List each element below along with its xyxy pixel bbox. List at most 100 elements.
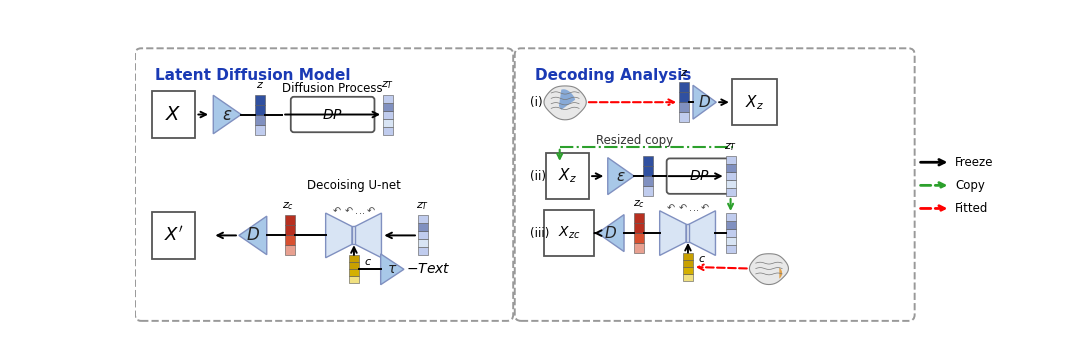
FancyBboxPatch shape bbox=[349, 276, 359, 283]
Polygon shape bbox=[326, 213, 352, 258]
Text: Copy: Copy bbox=[955, 179, 985, 192]
FancyBboxPatch shape bbox=[383, 95, 393, 103]
FancyBboxPatch shape bbox=[349, 269, 359, 276]
FancyBboxPatch shape bbox=[152, 91, 195, 138]
FancyBboxPatch shape bbox=[679, 112, 689, 122]
Text: $z_c$: $z_c$ bbox=[633, 198, 645, 210]
FancyBboxPatch shape bbox=[726, 156, 735, 164]
Text: $X_{zc}$: $X_{zc}$ bbox=[557, 225, 580, 241]
Text: $c$: $c$ bbox=[364, 257, 373, 266]
Text: Diffusion Process: Diffusion Process bbox=[282, 82, 383, 95]
FancyBboxPatch shape bbox=[349, 262, 359, 269]
Polygon shape bbox=[559, 89, 576, 110]
FancyBboxPatch shape bbox=[634, 213, 644, 223]
Text: $z$: $z$ bbox=[256, 80, 265, 90]
Text: $X'$: $X'$ bbox=[164, 226, 184, 245]
FancyBboxPatch shape bbox=[255, 104, 266, 115]
Text: $D$: $D$ bbox=[605, 225, 618, 241]
FancyBboxPatch shape bbox=[291, 97, 375, 132]
FancyBboxPatch shape bbox=[285, 245, 296, 256]
Text: $z_c$: $z_c$ bbox=[282, 200, 294, 212]
FancyBboxPatch shape bbox=[418, 215, 428, 223]
Text: $\curvearrowleft\curvearrowleft$...$\curvearrowleft$: $\curvearrowleft\curvearrowleft$...$\cur… bbox=[332, 205, 376, 216]
Text: $X_z$: $X_z$ bbox=[745, 93, 764, 111]
FancyBboxPatch shape bbox=[644, 156, 653, 166]
Polygon shape bbox=[213, 95, 241, 134]
FancyBboxPatch shape bbox=[644, 176, 653, 186]
FancyBboxPatch shape bbox=[349, 256, 359, 262]
FancyBboxPatch shape bbox=[726, 213, 735, 221]
FancyBboxPatch shape bbox=[545, 153, 590, 199]
FancyBboxPatch shape bbox=[679, 102, 689, 112]
FancyBboxPatch shape bbox=[255, 124, 266, 135]
FancyBboxPatch shape bbox=[726, 172, 735, 180]
FancyBboxPatch shape bbox=[686, 224, 689, 242]
Polygon shape bbox=[693, 85, 716, 119]
FancyBboxPatch shape bbox=[666, 158, 732, 194]
Text: Fitted: Fitted bbox=[955, 202, 988, 215]
FancyBboxPatch shape bbox=[515, 48, 915, 321]
Polygon shape bbox=[355, 213, 381, 258]
FancyBboxPatch shape bbox=[726, 180, 735, 188]
Text: $z_T$: $z_T$ bbox=[724, 141, 738, 153]
FancyBboxPatch shape bbox=[726, 164, 735, 172]
Text: $-Text$: $-Text$ bbox=[406, 262, 451, 276]
FancyBboxPatch shape bbox=[634, 233, 644, 243]
Text: $D$: $D$ bbox=[698, 94, 711, 110]
Text: $z_T$: $z_T$ bbox=[417, 200, 430, 212]
FancyBboxPatch shape bbox=[418, 232, 428, 240]
FancyBboxPatch shape bbox=[634, 243, 644, 253]
FancyBboxPatch shape bbox=[383, 103, 393, 111]
FancyBboxPatch shape bbox=[152, 212, 195, 258]
Text: $D$: $D$ bbox=[246, 226, 260, 244]
Polygon shape bbox=[380, 254, 404, 285]
FancyBboxPatch shape bbox=[726, 229, 735, 237]
Polygon shape bbox=[750, 254, 788, 285]
Text: Resized copy: Resized copy bbox=[596, 134, 674, 147]
FancyBboxPatch shape bbox=[418, 240, 428, 248]
FancyBboxPatch shape bbox=[255, 115, 266, 124]
FancyBboxPatch shape bbox=[683, 274, 693, 281]
Text: $z$: $z$ bbox=[680, 68, 688, 78]
FancyBboxPatch shape bbox=[683, 267, 693, 274]
Text: $c$: $c$ bbox=[698, 254, 705, 264]
Text: $DP$: $DP$ bbox=[322, 107, 343, 122]
FancyBboxPatch shape bbox=[418, 248, 428, 256]
FancyBboxPatch shape bbox=[383, 111, 393, 119]
Text: Latent Diffusion Model: Latent Diffusion Model bbox=[156, 68, 351, 83]
FancyBboxPatch shape bbox=[352, 226, 355, 244]
Text: $\tau$: $\tau$ bbox=[387, 262, 397, 276]
Polygon shape bbox=[780, 268, 782, 279]
FancyBboxPatch shape bbox=[285, 215, 296, 225]
Text: (iii): (iii) bbox=[530, 227, 550, 240]
Polygon shape bbox=[608, 158, 634, 195]
FancyBboxPatch shape bbox=[726, 245, 735, 253]
Text: $\varepsilon$: $\varepsilon$ bbox=[222, 106, 232, 123]
Text: Freeze: Freeze bbox=[955, 156, 994, 169]
Text: $\varepsilon$: $\varepsilon$ bbox=[616, 169, 625, 183]
FancyBboxPatch shape bbox=[255, 95, 266, 104]
Text: Decoding Analysis: Decoding Analysis bbox=[535, 68, 691, 83]
FancyBboxPatch shape bbox=[644, 166, 653, 176]
FancyBboxPatch shape bbox=[644, 186, 653, 196]
FancyBboxPatch shape bbox=[418, 223, 428, 232]
Polygon shape bbox=[239, 216, 267, 255]
FancyBboxPatch shape bbox=[135, 48, 513, 321]
Text: $\curvearrowleft\curvearrowleft$...$\curvearrowleft$: $\curvearrowleft\curvearrowleft$...$\cur… bbox=[665, 202, 710, 213]
FancyBboxPatch shape bbox=[285, 236, 296, 245]
Text: $DP$: $DP$ bbox=[689, 169, 710, 183]
FancyBboxPatch shape bbox=[285, 225, 296, 236]
FancyBboxPatch shape bbox=[732, 79, 777, 125]
Polygon shape bbox=[660, 211, 686, 256]
FancyBboxPatch shape bbox=[383, 127, 393, 135]
Text: $X$: $X$ bbox=[165, 105, 183, 124]
Text: $X_z$: $X_z$ bbox=[558, 167, 577, 186]
FancyBboxPatch shape bbox=[726, 237, 735, 245]
FancyBboxPatch shape bbox=[683, 260, 693, 267]
FancyBboxPatch shape bbox=[726, 221, 735, 229]
Polygon shape bbox=[544, 86, 586, 120]
FancyBboxPatch shape bbox=[679, 82, 689, 92]
FancyBboxPatch shape bbox=[679, 92, 689, 102]
FancyBboxPatch shape bbox=[683, 253, 693, 260]
FancyBboxPatch shape bbox=[634, 223, 644, 233]
